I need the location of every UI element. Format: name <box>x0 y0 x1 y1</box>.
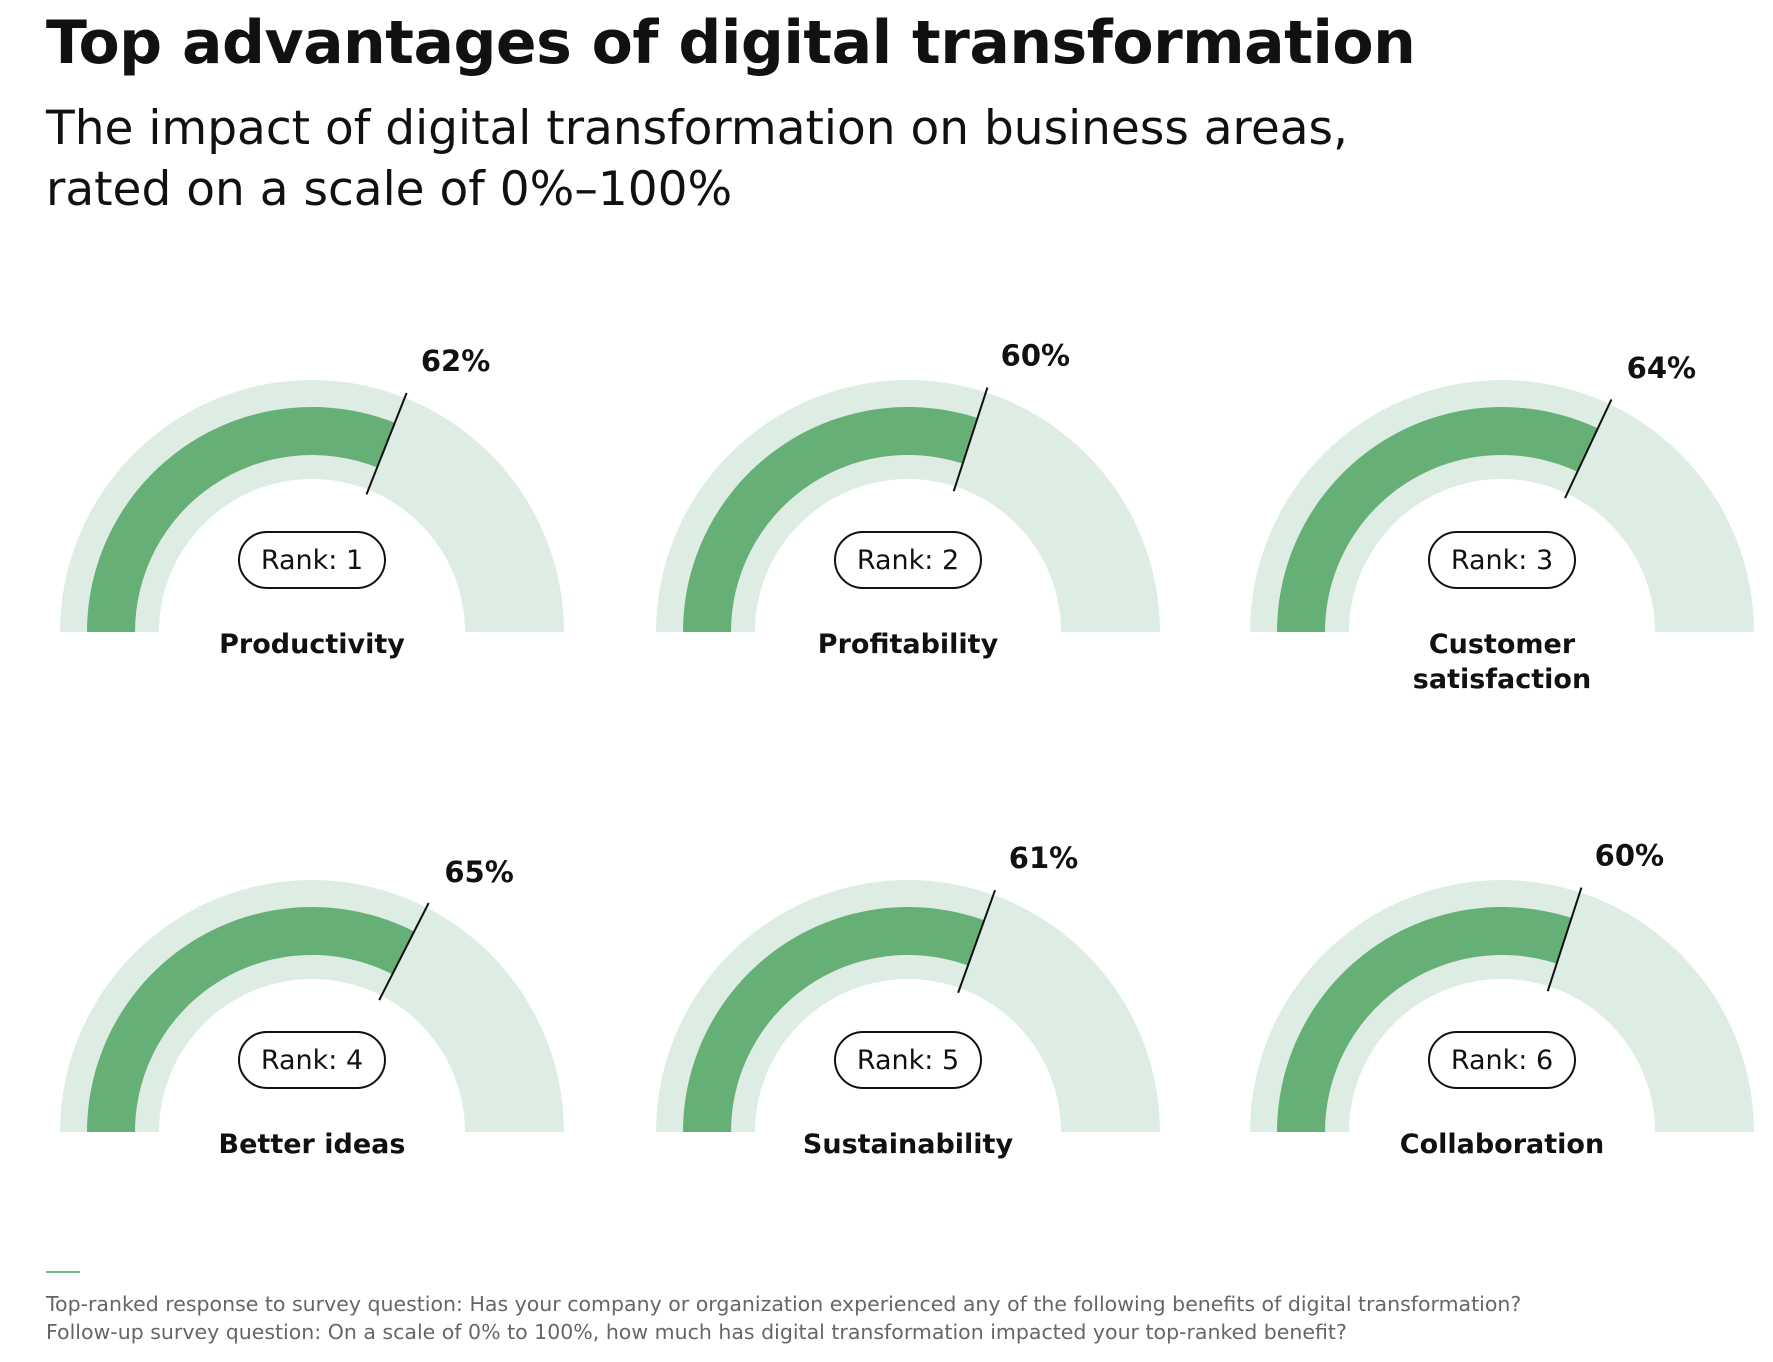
gauge-6: 60% Rank: 6 Collaboration <box>1250 838 1754 1160</box>
gauge-track <box>656 380 1160 632</box>
rank-label: Rank: 5 <box>857 1045 959 1076</box>
footnote-divider <box>46 1271 80 1273</box>
gauge-value-fill <box>1277 906 1572 1132</box>
gauge-1: 62% Rank: 1 Productivity <box>60 344 564 660</box>
gauge-value-label: 65% <box>444 855 513 889</box>
category-label: Profitability <box>818 629 999 660</box>
gauge-value-fill <box>683 906 985 1132</box>
gauge-needle <box>1564 399 1613 499</box>
category-label: Productivity <box>219 629 405 660</box>
rank-badge <box>238 1031 386 1089</box>
rank-badge <box>1428 531 1576 589</box>
category-label: Customer <box>1429 629 1576 660</box>
gauge-value-label: 60% <box>1595 838 1664 872</box>
subtitle-line-1: The impact of digital transformation on … <box>46 101 1348 156</box>
rank-badge <box>238 531 386 589</box>
gauge-track <box>1250 880 1754 1132</box>
rank-label: Rank: 3 <box>1451 545 1553 576</box>
gauge-value-fill <box>87 906 415 1132</box>
footnote: Top-ranked response to survey question: … <box>46 1290 1521 1346</box>
gauge-value-fill <box>1277 406 1598 632</box>
gauge-track <box>60 380 564 632</box>
gauge-track <box>656 880 1160 1132</box>
gauge-3: 64% Rank: 3 Customer satisfaction <box>1250 351 1754 695</box>
category-label: Collaboration <box>1400 1129 1604 1160</box>
rank-badge <box>1428 1031 1576 1089</box>
category-label: Sustainability <box>803 1129 1014 1160</box>
gauge-value-fill <box>683 406 978 632</box>
gauge-5: 61% Rank: 5 Sustainability <box>656 841 1160 1160</box>
gauge-value-label: 60% <box>1001 338 1070 372</box>
gauge-needle <box>952 387 989 492</box>
gauge-needle <box>957 889 997 994</box>
category-label: Better ideas <box>219 1129 406 1160</box>
subtitle-line-2: rated on a scale of 0%–100% <box>46 162 733 217</box>
gauge-2: 60% Rank: 2 Profitability <box>656 338 1160 660</box>
rank-badge <box>834 531 982 589</box>
gauge-value-label: 62% <box>421 344 490 378</box>
gauge-value-fill <box>87 406 395 632</box>
gauge-value-label: 64% <box>1627 351 1696 385</box>
gauge-needle <box>365 392 408 495</box>
gauge-4: 65% Rank: 4 Better ideas <box>60 855 564 1160</box>
gauge-track <box>60 880 564 1132</box>
rank-badge <box>834 1031 982 1089</box>
rank-label: Rank: 2 <box>857 545 959 576</box>
gauge-needle <box>1546 887 1583 992</box>
chart-title: Top advantages of digital transformation <box>46 8 1416 78</box>
footnote-line-2: Follow-up survey question: On a scale of… <box>46 1320 1347 1344</box>
footnote-line-1: Top-ranked response to survey question: … <box>46 1292 1522 1316</box>
chart-subtitle: The impact of digital transformation on … <box>46 98 1546 220</box>
category-label: satisfaction <box>1413 664 1591 695</box>
gauge-track <box>1250 380 1754 632</box>
gauge-needle <box>378 902 430 1001</box>
gauge-value-label: 61% <box>1009 841 1078 875</box>
rank-label: Rank: 1 <box>261 545 363 576</box>
rank-label: Rank: 6 <box>1451 1045 1553 1076</box>
rank-label: Rank: 4 <box>261 1045 363 1076</box>
